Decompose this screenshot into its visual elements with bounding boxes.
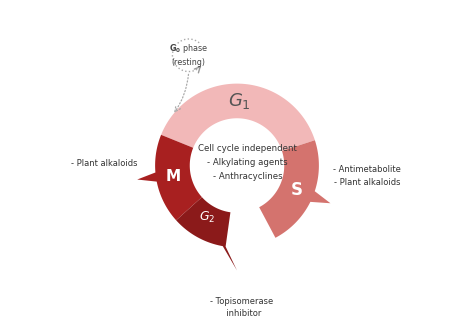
Text: Cell cycle independent
- Alkylating agents
- Anthracyclines: Cell cycle independent - Alkylating agen… [198, 144, 297, 181]
Polygon shape [259, 140, 330, 238]
Text: $G_1$: $G_1$ [228, 91, 251, 111]
Text: - Plant alkaloids: - Plant alkaloids [71, 159, 137, 168]
Text: - Topisomerase
  inhibitor: - Topisomerase inhibitor [210, 297, 273, 318]
Text: $\mathbf{G_0}$ phase
(resting): $\mathbf{G_0}$ phase (resting) [169, 42, 208, 67]
Polygon shape [176, 197, 237, 270]
Polygon shape [137, 135, 202, 220]
Text: S: S [291, 181, 303, 199]
Text: - Antimetabolite
- Plant alkaloids: - Antimetabolite - Plant alkaloids [333, 165, 401, 187]
Polygon shape [161, 84, 315, 151]
Text: M: M [166, 169, 181, 184]
Text: $G_2$: $G_2$ [199, 210, 215, 225]
